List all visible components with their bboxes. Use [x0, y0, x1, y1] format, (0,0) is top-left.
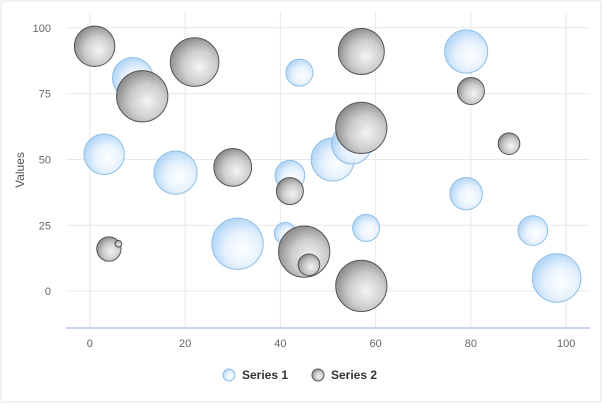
y-tick-label: 50	[39, 154, 51, 166]
legend: Series 1 Series 2	[222, 368, 377, 382]
axes: 0 20 40 60 80 100 0 25 50 75 100	[33, 23, 590, 350]
bubble-series-2[interactable]	[73, 25, 116, 67]
bubble-series-2[interactable]	[497, 132, 521, 155]
bubble-series-2[interactable]	[297, 253, 321, 277]
plot-area	[73, 25, 582, 313]
bubble-series-1[interactable]	[444, 29, 489, 74]
x-tick-label: 0	[87, 338, 93, 350]
bubble-series-1[interactable]	[153, 150, 198, 195]
bubble-series-2[interactable]	[335, 259, 388, 313]
y-axis-title: Values	[13, 152, 27, 188]
bubble-series-2[interactable]	[335, 101, 388, 155]
bubble-series-1[interactable]	[285, 58, 314, 87]
bubble-series-1[interactable]	[517, 215, 549, 246]
bubble-series-2[interactable]	[456, 77, 485, 105]
legend-item-series-2[interactable]: Series 2	[311, 368, 377, 382]
y-tick-label: 75	[39, 89, 51, 101]
x-tick-label: 100	[557, 338, 575, 350]
bubble-series-1[interactable]	[449, 177, 483, 211]
legend-label-series-2: Series 2	[331, 368, 377, 382]
x-tick-label: 40	[274, 338, 286, 350]
bubble-series-2[interactable]	[213, 147, 253, 187]
legend-label-series-1: Series 1	[242, 368, 288, 382]
bubble-series-2[interactable]	[275, 177, 304, 206]
legend-marker-series-2	[311, 368, 325, 382]
x-tick-label: 20	[179, 338, 191, 350]
x-tick-label: 80	[465, 338, 477, 350]
bubble-series-2[interactable]	[116, 70, 169, 123]
y-tick-label: 0	[45, 286, 51, 298]
bubble-series-1[interactable]	[352, 213, 381, 242]
bubble-series-1[interactable]	[211, 217, 264, 270]
y-tick-label: 100	[33, 23, 51, 35]
bubble-series-2[interactable]	[114, 239, 123, 248]
bubble-series-2[interactable]	[169, 37, 220, 87]
bubble-series-2[interactable]	[337, 28, 385, 75]
legend-item-series-1[interactable]: Series 1	[222, 368, 288, 382]
legend-marker-series-1	[222, 368, 236, 382]
x-tick-label: 60	[370, 338, 382, 350]
bubble-series-1[interactable]	[531, 253, 582, 303]
y-tick-label: 25	[39, 220, 51, 232]
bubble-series-1[interactable]	[83, 133, 125, 175]
